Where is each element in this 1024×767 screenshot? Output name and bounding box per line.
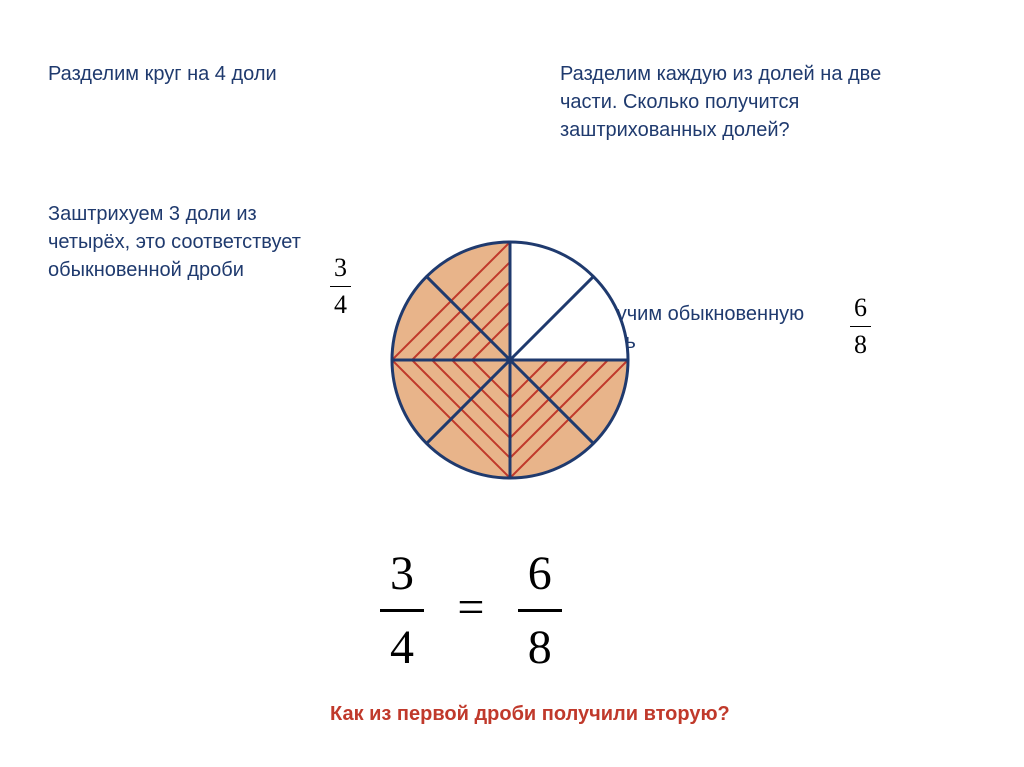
text-content: Как из первой дроби получили вторую? [330, 703, 730, 725]
text-top-left: Разделим круг на 4 доли [48, 60, 277, 88]
fraction-small-left: 3 4 [330, 250, 351, 324]
text-top-right: Разделим каждую из долей на две части. С… [560, 60, 940, 144]
text-content: Разделим каждую из долей на две части. С… [560, 63, 881, 141]
denominator: 4 [330, 287, 351, 323]
text-content: Разделим круг на 4 доли [48, 63, 277, 85]
circle-svg [390, 240, 630, 480]
text-content: Заштрихуем 3 доли из четырёх, это соотве… [48, 203, 301, 281]
denominator: 8 [518, 612, 562, 681]
equals-sign: = [457, 574, 484, 641]
big-fraction-left: 3 4 [380, 540, 424, 681]
fraction-small-right: 6 8 [850, 290, 871, 364]
numerator: 6 [850, 290, 871, 327]
bottom-question: Как из первой дроби получили вторую? [330, 700, 730, 728]
denominator: 8 [850, 327, 871, 363]
denominator: 4 [380, 612, 424, 681]
big-equation: 3 4 = 6 8 [380, 540, 562, 681]
big-fraction-right: 6 8 [518, 540, 562, 681]
circle-diagram [390, 240, 630, 485]
text-mid-left: Заштрихуем 3 доли из четырёх, это соотве… [48, 200, 338, 284]
numerator: 3 [380, 540, 424, 612]
numerator: 6 [518, 540, 562, 612]
numerator: 3 [330, 250, 351, 287]
